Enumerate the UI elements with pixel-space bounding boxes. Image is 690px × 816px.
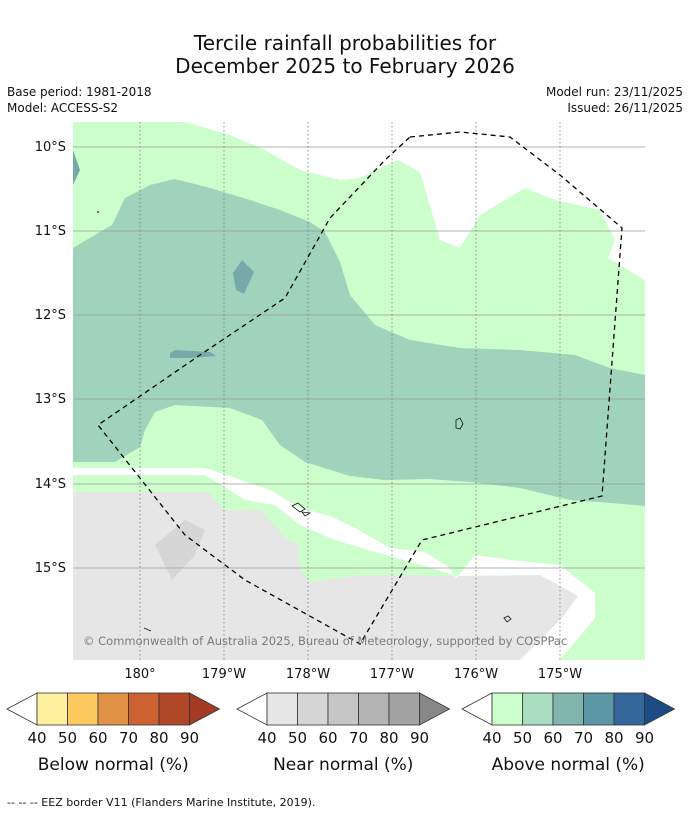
legend-arrow-high [419, 692, 451, 726]
latitude-gridlines [73, 146, 645, 569]
chart-title: Tercile rainfall probabilities for Decem… [0, 32, 690, 78]
legend-tick-label: 80 [149, 729, 168, 747]
legend-title: Near normal (%) [273, 755, 413, 775]
longitude-gridlines [139, 122, 561, 660]
lat-label: 12°S [35, 308, 66, 323]
legend-color-segment [358, 692, 390, 726]
legend-tick-label: 70 [574, 729, 593, 747]
legend-below-normal: 40 50 60 70 80 90 Below normal (%) [6, 692, 221, 775]
title-line-2: December 2025 to February 2026 [175, 54, 515, 78]
lon-label: 178°W [286, 667, 330, 682]
lat-label: 14°S [35, 477, 66, 492]
map-plot-area: © Commonwealth of Australia 2025, Bureau… [73, 122, 645, 660]
legend-color-segment [158, 692, 190, 726]
legend-arrow-low [236, 692, 268, 726]
island-outline [301, 511, 312, 517]
legend-color-segment [128, 692, 160, 726]
legend-arrow-high [189, 692, 221, 726]
legend-tick-label: 40 [257, 729, 276, 747]
lon-label: 179°W [202, 667, 246, 682]
island-outline [143, 627, 152, 632]
above-normal-60-patch-1 [233, 260, 254, 294]
lon-label: 180° [124, 667, 155, 682]
legend-tick-label: 60 [543, 729, 562, 747]
legend-color-segment [266, 692, 298, 726]
legend-title: Below normal (%) [38, 755, 189, 775]
legend-tick-label: 60 [88, 729, 107, 747]
legend-tick-label: 80 [379, 729, 398, 747]
issued-date: Issued: 26/11/2025 [567, 101, 683, 115]
legend-color-segment [388, 692, 420, 726]
lat-label: 10°S [35, 140, 66, 155]
legend-tick-label: 40 [27, 729, 46, 747]
lat-label: 13°S [35, 392, 66, 407]
legend-color-segment [613, 692, 645, 726]
legend-tick-label: 40 [482, 729, 501, 747]
above-normal-60-patch-2 [170, 350, 216, 358]
legend-tick-label: 80 [604, 729, 623, 747]
island-dot [97, 211, 99, 213]
model-run: Model run: 23/11/2025 [545, 85, 683, 99]
no-dominant-band [73, 468, 595, 660]
legend-title: Above normal (%) [492, 755, 645, 775]
legend-color-segment [97, 692, 129, 726]
lat-label: 11°S [35, 224, 66, 239]
legend-near-normal: 40 50 60 70 80 90 Near normal (%) [236, 692, 451, 775]
title-line-1: Tercile rainfall probabilities for [193, 31, 497, 55]
legend-color-segment [522, 692, 554, 726]
near-normal-50-region [155, 520, 205, 580]
legend-color-segment [491, 692, 523, 726]
legend-tick-label: 50 [58, 729, 77, 747]
lon-label: 176°W [454, 667, 498, 682]
island-outline [455, 417, 464, 430]
meta-right: Model run: 23/11/2025 Issued: 26/11/2025 [546, 84, 683, 116]
legend-color-segment [36, 692, 68, 726]
base-period: Base period: 1981-2018 [7, 85, 152, 99]
legend-color-segment [327, 692, 359, 726]
legend-arrow-high [644, 692, 676, 726]
legend-tick-label: 90 [180, 729, 199, 747]
legend-tick-label: 70 [349, 729, 368, 747]
legend-arrow-low [461, 692, 493, 726]
above-normal-50-region [73, 179, 645, 506]
map-copyright: © Commonwealth of Australia 2025, Bureau… [83, 634, 567, 648]
legend-tick-label: 50 [288, 729, 307, 747]
legend-color-segment [552, 692, 584, 726]
latitude-labels: 10°S 11°S 12°S 13°S 14°S 15°S [35, 140, 66, 576]
legend-arrow-low [6, 692, 38, 726]
legend-color-segment [67, 692, 99, 726]
eez-footnote: -- -- -- EEZ border V11 (Flanders Marine… [7, 796, 316, 809]
lat-label: 15°S [35, 561, 66, 576]
longitude-labels: 180° 179°W 178°W 177°W 176°W 175°W [124, 667, 582, 682]
legend-color-segment [297, 692, 329, 726]
legend-above-normal: 40 50 60 70 80 90 Above normal (%) [461, 692, 676, 775]
island-outline [291, 502, 306, 513]
eez-border [97, 131, 623, 645]
lon-label: 175°W [538, 667, 582, 682]
legend-tick-label: 50 [513, 729, 532, 747]
legend-color-segment [583, 692, 615, 726]
legend-tick-label: 60 [318, 729, 337, 747]
legend-tick-label: 90 [410, 729, 429, 747]
legend-tick-label: 90 [635, 729, 654, 747]
legend-tick-label: 70 [119, 729, 138, 747]
model-name: Model: ACCESS-S2 [7, 101, 119, 115]
lon-label: 177°W [370, 667, 414, 682]
meta-left: Base period: 1981-2018 Model: ACCESS-S2 [7, 84, 152, 116]
island-outline [503, 615, 512, 623]
above-normal-60-patch-3 [73, 150, 80, 185]
